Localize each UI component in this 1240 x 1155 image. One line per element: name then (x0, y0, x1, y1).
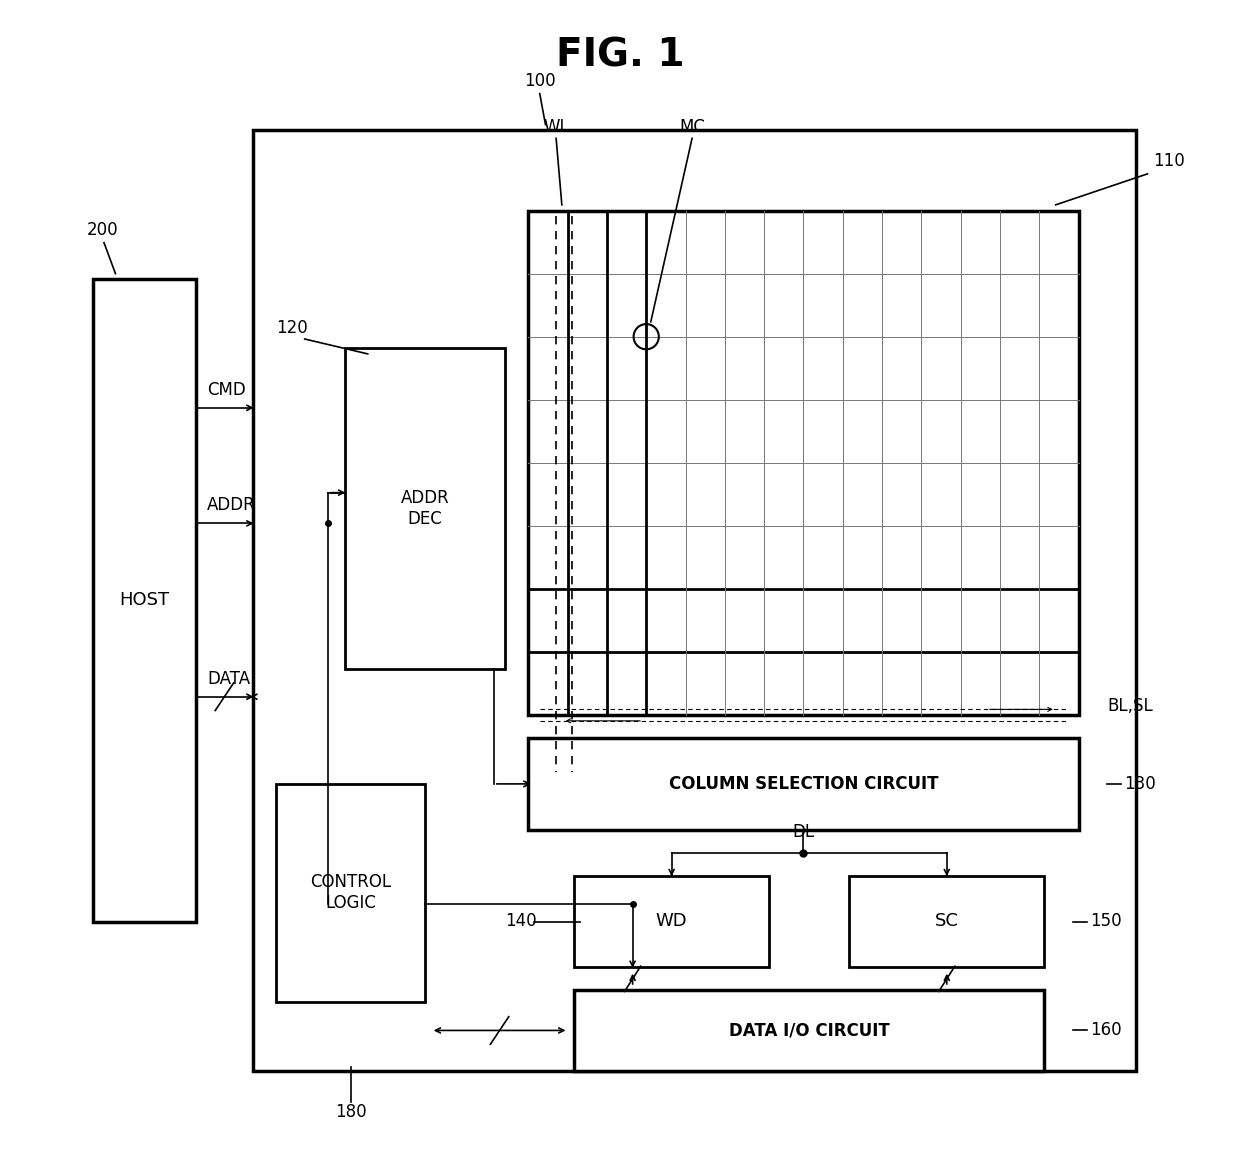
Bar (849, 875, 1044, 968)
Text: 120: 120 (277, 319, 308, 337)
Text: ADDR
DEC: ADDR DEC (401, 490, 449, 528)
Bar (277, 784, 425, 1001)
Text: DATA: DATA (207, 670, 250, 687)
Text: SC: SC (935, 912, 959, 931)
Text: ADDR: ADDR (207, 497, 255, 514)
Text: DATA I/O CIRCUIT: DATA I/O CIRCUIT (729, 1021, 889, 1040)
Text: 140: 140 (506, 912, 537, 931)
Bar (574, 990, 1044, 1071)
Bar (528, 738, 1079, 829)
Text: 150: 150 (1090, 912, 1122, 931)
Bar (253, 131, 1136, 1071)
Text: CONTROL
LOGIC: CONTROL LOGIC (310, 873, 391, 912)
Text: 100: 100 (525, 72, 556, 90)
Bar (93, 280, 196, 922)
Text: 200: 200 (87, 222, 119, 239)
Bar (574, 875, 769, 968)
Text: 110: 110 (1153, 152, 1185, 171)
Text: 180: 180 (335, 1103, 366, 1120)
Text: HOST: HOST (119, 591, 169, 610)
Text: MC: MC (680, 118, 706, 136)
Text: CMD: CMD (207, 381, 246, 398)
Text: WL: WL (543, 118, 569, 136)
Bar (345, 348, 506, 669)
Text: 160: 160 (1090, 1021, 1122, 1040)
Text: DL: DL (792, 824, 815, 841)
Text: BL,SL: BL,SL (1107, 698, 1153, 715)
Text: COLUMN SELECTION CIRCUIT: COLUMN SELECTION CIRCUIT (668, 775, 939, 792)
Text: WD: WD (656, 912, 687, 931)
Text: FIG. 1: FIG. 1 (556, 37, 684, 75)
Text: 130: 130 (1125, 775, 1156, 792)
Bar (528, 210, 1079, 715)
